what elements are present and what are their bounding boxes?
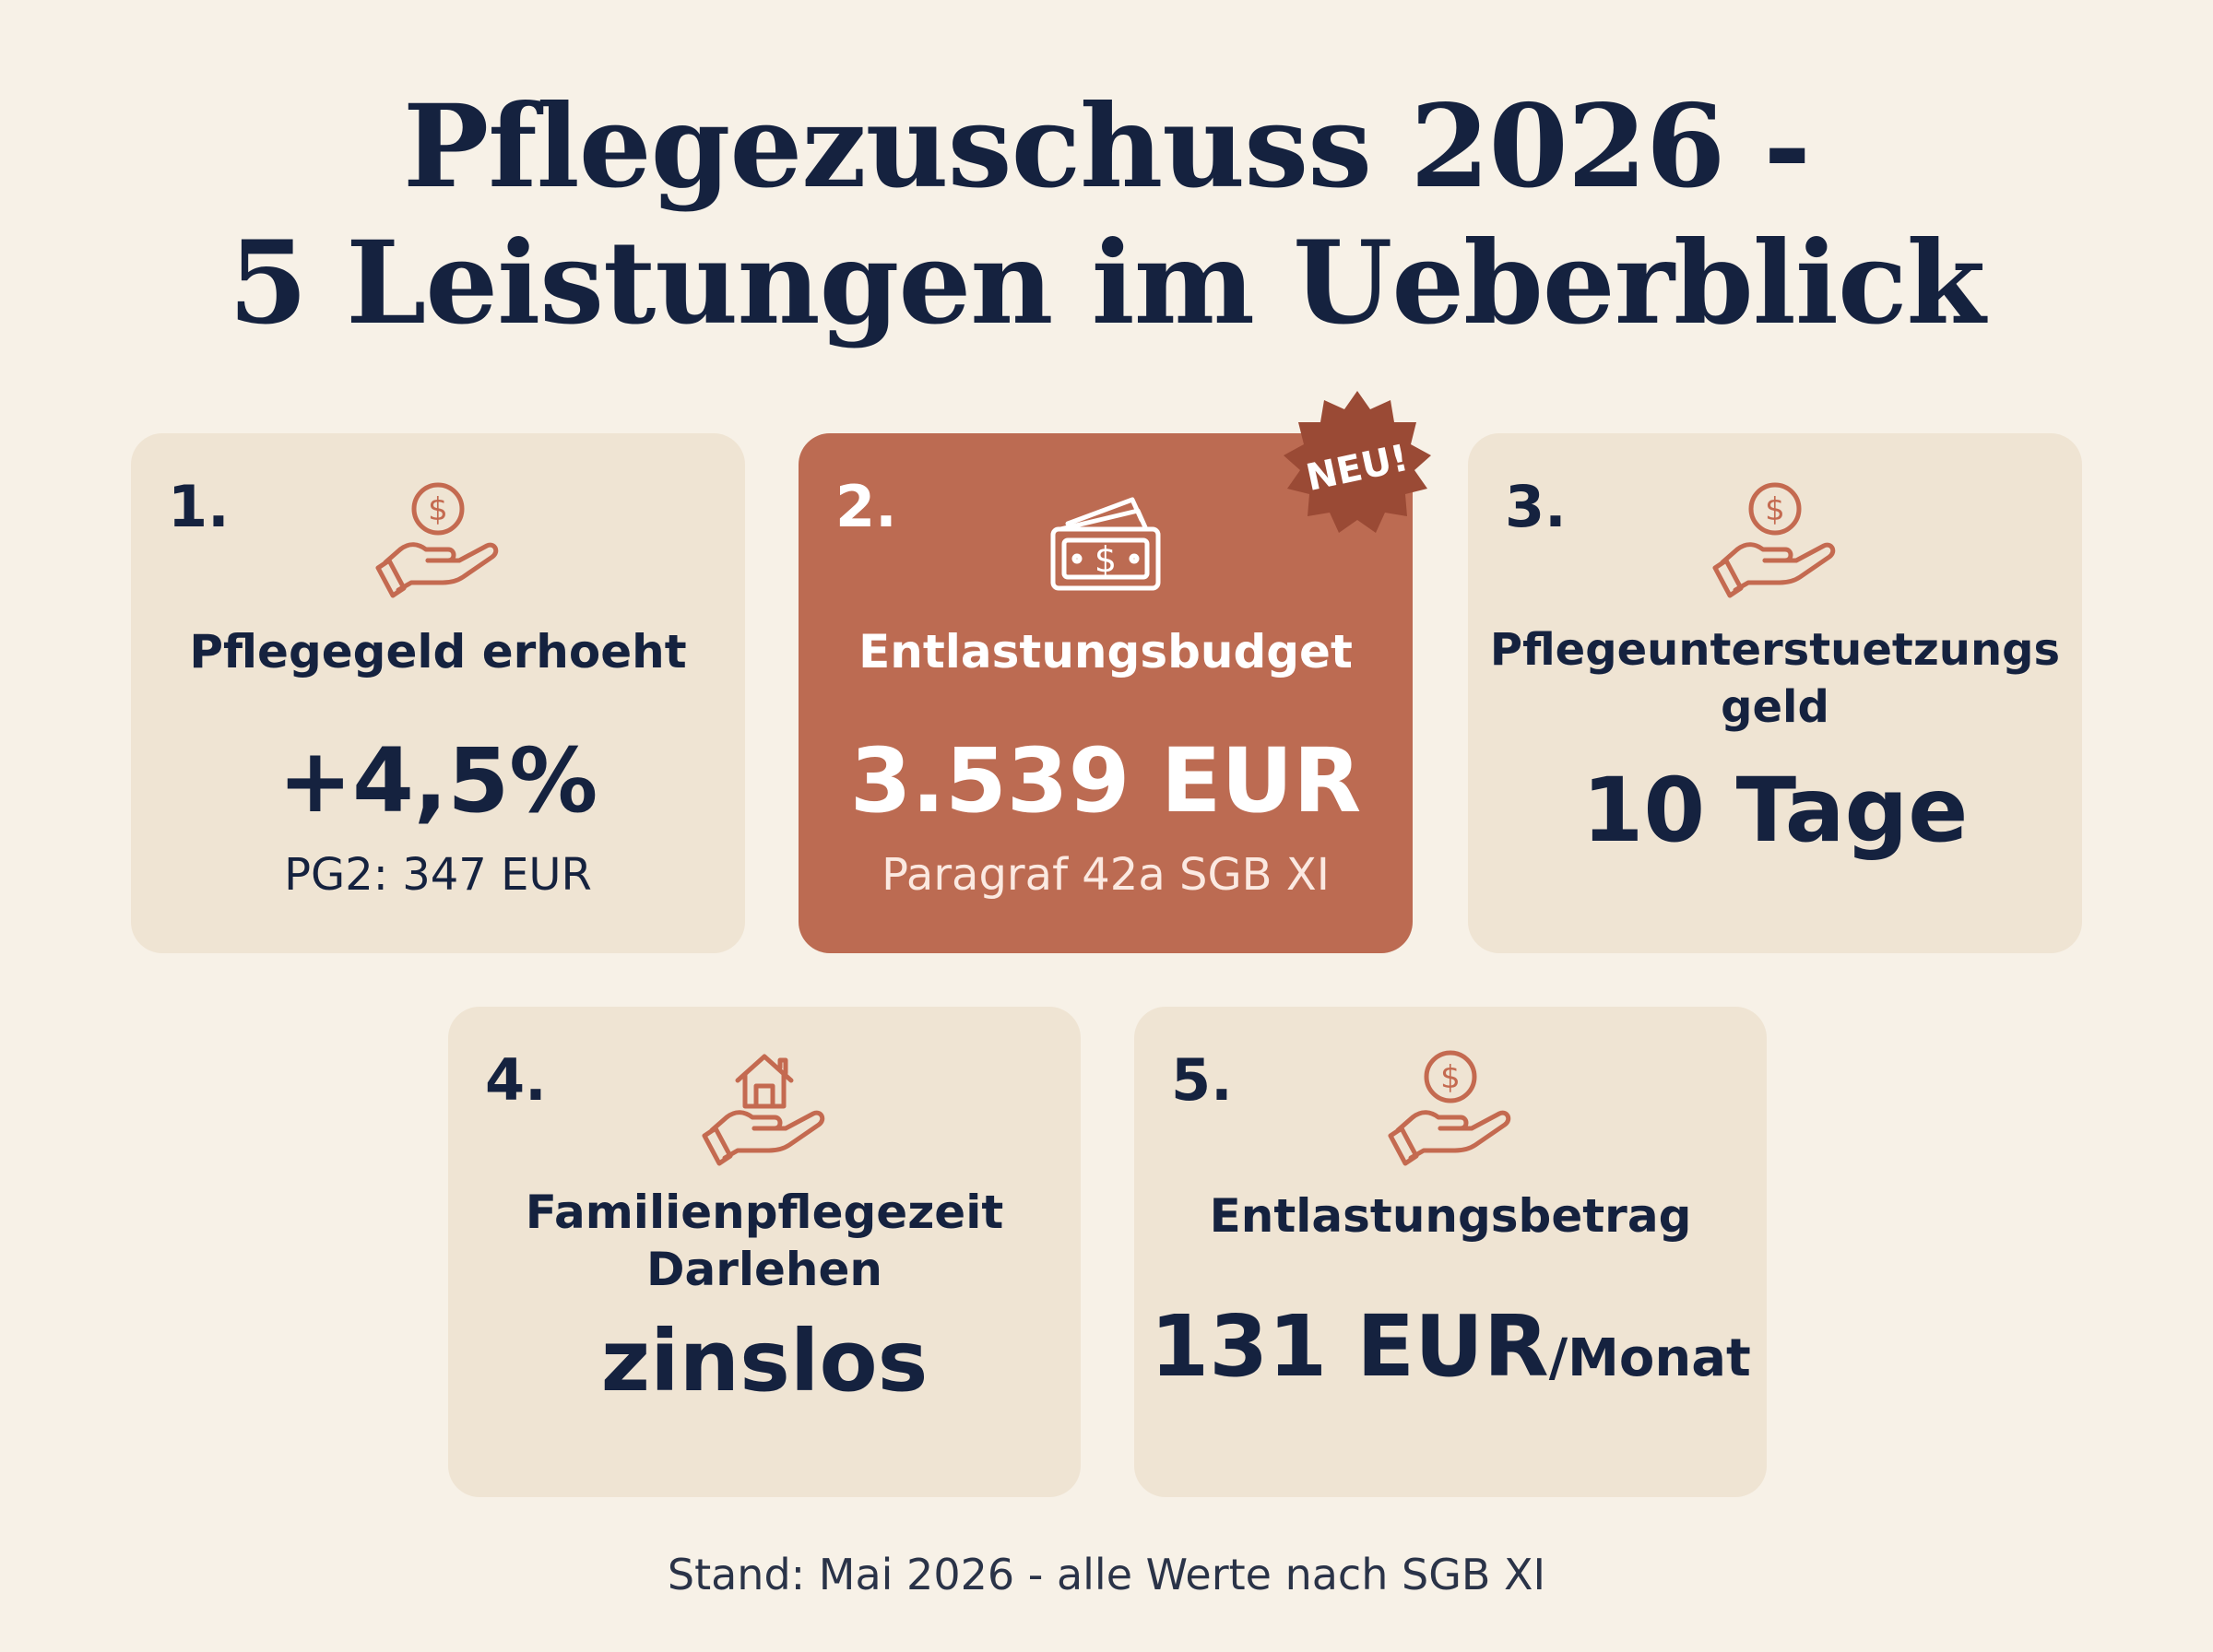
card-number: 4. <box>485 1046 547 1114</box>
hand-coin-icon: $ <box>1388 1050 1511 1166</box>
card-value: 131 EUR/Monat <box>1143 1296 1757 1410</box>
card-title: Pflegegeld erhoeht <box>189 625 687 678</box>
footer-note: Stand: Mai 2026 - alle Werte nach SGB XI <box>667 1550 1546 1599</box>
card-title-line2: Darlehen <box>645 1243 883 1296</box>
card-subtext: PG2: 347 EUR <box>284 849 592 901</box>
svg-text:$: $ <box>1095 539 1117 580</box>
banknote-icon: $ <box>1050 497 1161 591</box>
card-value-amount: 131 EUR <box>1150 1297 1549 1396</box>
page-title-line2: 5 Leistungen im Ueberblick <box>228 217 1986 350</box>
new-badge: NEU! <box>1276 387 1438 549</box>
card-title: Pflegeunterstuetzungs geld <box>1486 621 2064 736</box>
card-title: Entlastungsbudget <box>858 625 1353 678</box>
hand-house-icon <box>702 1054 825 1166</box>
card-pflegegeld: 1. $ Pflegegeld erhoeht +4,5% PG2: 347 E… <box>131 433 745 953</box>
card-familienpflegezeit: 4. Familienpflegezeit Darlehen zinslos <box>448 1007 1081 1497</box>
card-pflegeunterstuetzungsgeld: 3. $ Pflegeunterstuetzungs geld 10 Tage <box>1468 433 2082 953</box>
page-title-line1: Pflegezuschuss 2026 - <box>403 80 1811 214</box>
card-value-unit: /Monat <box>1548 1328 1751 1388</box>
card-value: 10 Tage <box>1581 759 1969 862</box>
card-number: 1. <box>168 473 230 540</box>
card-subtext: Paragraf 42a SGB XI <box>882 849 1330 901</box>
hand-coin-icon: $ <box>375 482 499 598</box>
badge-label: NEU! <box>1302 436 1413 501</box>
card-value: +4,5% <box>278 729 598 832</box>
card-number: 3. <box>1505 473 1567 540</box>
card-number: 2. <box>835 473 897 540</box>
page-title: Pflegezuschuss 2026 - 5 Leistungen im Ue… <box>0 79 2213 352</box>
card-title: Entlastungsbetrag <box>1209 1189 1692 1243</box>
svg-text:$: $ <box>1440 1059 1461 1096</box>
hand-coin-icon: $ <box>1712 482 1836 598</box>
starburst-icon <box>1284 391 1431 533</box>
svg-text:$: $ <box>428 491 448 528</box>
card-value: 3.539 EUR <box>849 729 1362 832</box>
svg-text:$: $ <box>1765 491 1785 528</box>
card-value: zinslos <box>600 1312 929 1410</box>
card-title-line1: Familienpflegezeit <box>525 1186 1004 1239</box>
card-title-line1: Pflegeunterstuetzungs <box>1489 624 2061 676</box>
card-entlastungsbudget: 2. $ Entlastungsbudget 3.539 EUR Paragra… <box>799 433 1413 953</box>
card-number: 5. <box>1171 1046 1233 1114</box>
card-title-line2: geld <box>1721 681 1829 733</box>
card-entlastungsbetrag: 5. $ Entlastungsbetrag 131 EUR/Monat <box>1134 1007 1767 1497</box>
card-title: Familienpflegezeit Darlehen <box>467 1184 1062 1298</box>
